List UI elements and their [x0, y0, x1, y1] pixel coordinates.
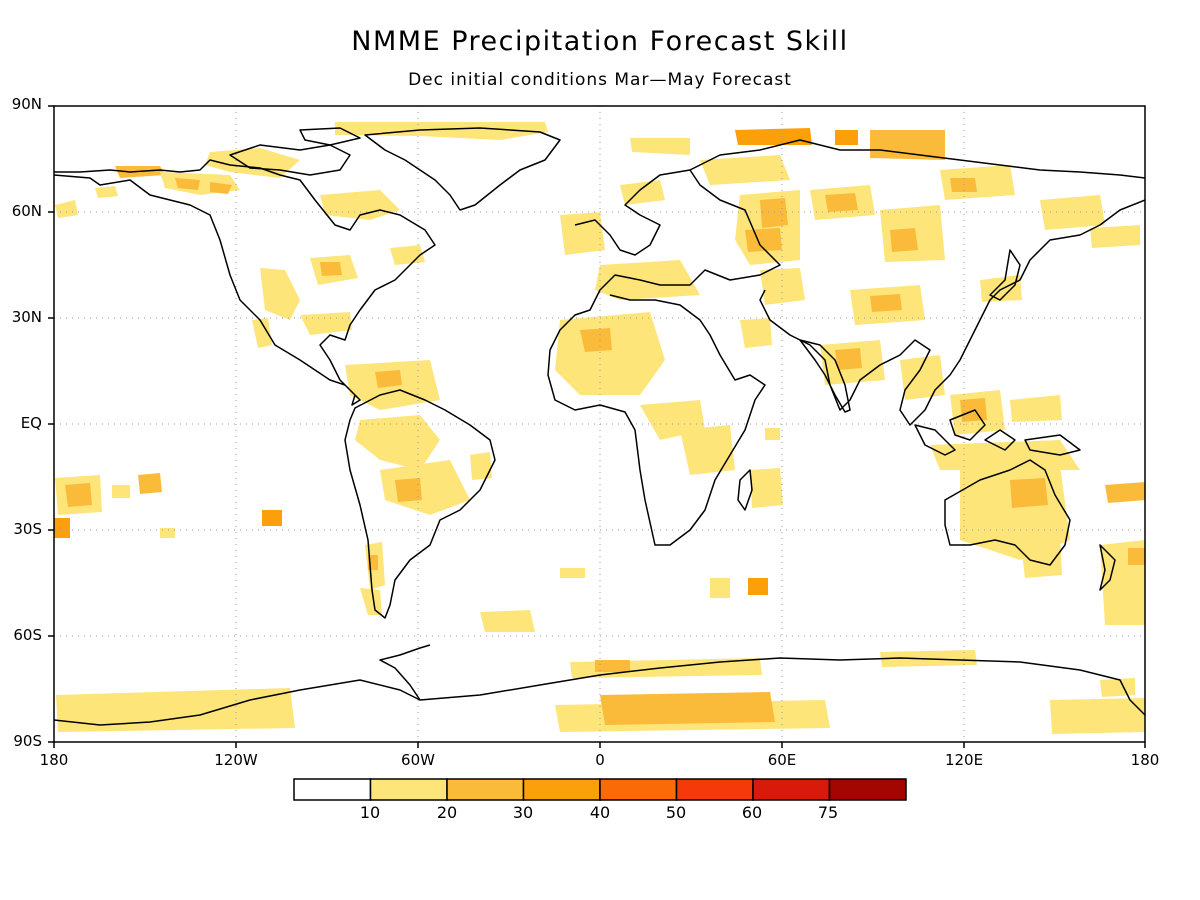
colorbar-swatch-0 [293, 778, 372, 801]
lon-label-60w: 60W [401, 751, 435, 769]
colorbar-label-50: 50 [665, 803, 687, 822]
lat-label-30s: 30S [13, 520, 42, 538]
grid-lines [54, 106, 1145, 742]
colorbar-label-75: 75 [817, 803, 839, 822]
colorbar-label-60: 60 [741, 803, 763, 822]
lat-label-60s: 60S [13, 626, 42, 644]
lat-label-60n: 60N [11, 202, 42, 220]
colorbar [293, 778, 907, 801]
colorbar-label-40: 40 [589, 803, 611, 822]
colorbar-swatch-2 [446, 778, 525, 801]
lat-label-90n: 90N [11, 95, 42, 113]
lat-label-eq: EQ [20, 414, 42, 432]
colorbar-swatch-5 [675, 778, 754, 801]
lat-label-30n: 30N [11, 308, 42, 326]
lon-label-180e: 180 [1130, 751, 1160, 769]
colorbar-label-10: 10 [359, 803, 381, 822]
lon-label-0: 0 [595, 751, 605, 769]
colorbar-swatch-4 [599, 778, 678, 801]
lon-label-60e: 60E [767, 751, 797, 769]
colorbar-swatch-1 [369, 778, 448, 801]
coastlines [53, 127, 1146, 726]
map-title: NMME Precipitation Forecast Skill [351, 26, 849, 57]
lon-label-180w: 180 [39, 751, 69, 769]
skill-shading [54, 122, 1145, 734]
colorbar-swatch-3 [522, 778, 601, 801]
map-subtitle: Dec initial conditions Mar—May Forecast [408, 70, 792, 90]
colorbar-label-30: 30 [512, 803, 534, 822]
lon-label-120e: 120E [944, 751, 984, 769]
lat-label-90s: 90S [13, 732, 42, 750]
colorbar-swatch-6 [752, 778, 831, 801]
colorbar-swatch-7 [828, 778, 907, 801]
lon-label-120w: 120W [214, 751, 258, 769]
colorbar-label-20: 20 [436, 803, 458, 822]
